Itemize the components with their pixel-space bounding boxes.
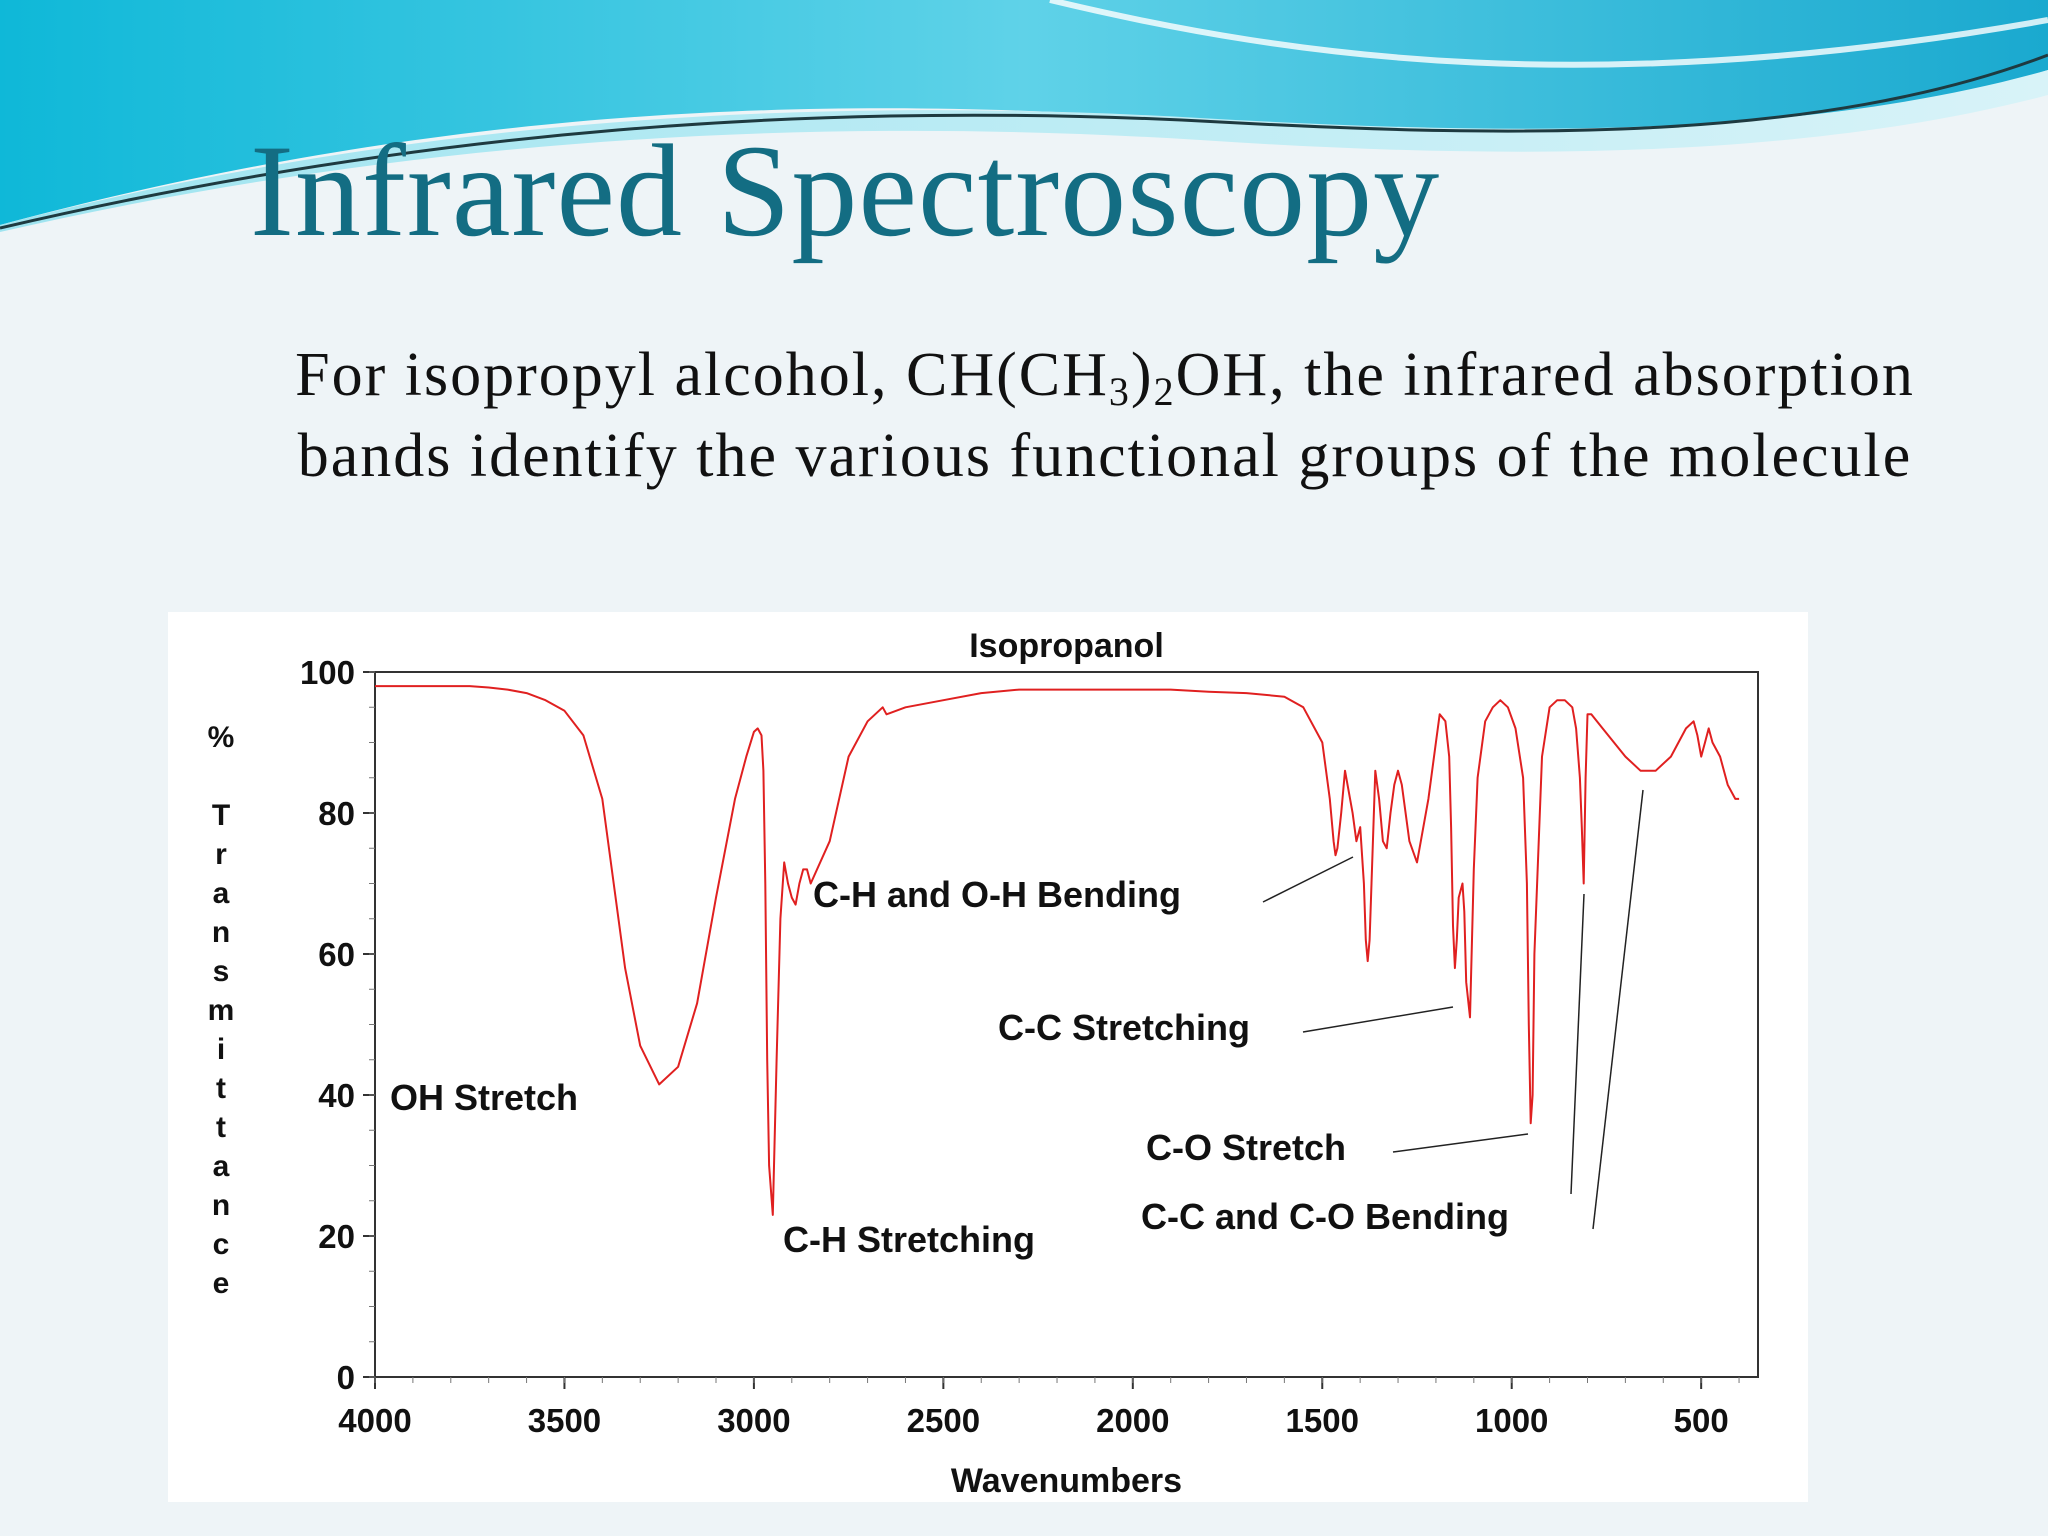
annotation-leader-line bbox=[1392, 1133, 1529, 1153]
annotation-leader-line bbox=[1302, 1006, 1454, 1033]
y-axis-title-letter: T bbox=[212, 799, 230, 832]
y-tick-label: 80 bbox=[318, 795, 355, 832]
y-axis-title-letter: a bbox=[213, 1150, 230, 1183]
y-tick-label: 20 bbox=[318, 1218, 355, 1255]
subtitle-text-3: OH, the infrared absorption bands identi… bbox=[297, 341, 1915, 490]
spectrum-chart-panel: Isopropanol 0 20 40 60 80 100 4000 3500 3000 2500 2… bbox=[168, 612, 1808, 1502]
annotation-leader-line bbox=[1570, 893, 1585, 1195]
y-axis-title-letter: i bbox=[217, 1033, 225, 1066]
slide-title: Infrared Spectroscopy bbox=[250, 117, 1441, 264]
spectrum-line-0 bbox=[375, 685, 1740, 1216]
annotation-label: C-H Stretching bbox=[783, 1219, 1035, 1260]
ir-spectrum-chart: Isopropanol 0 20 40 60 80 100 4000 3500 3000 2500 2… bbox=[208, 627, 1759, 1500]
plot-frame bbox=[374, 671, 1759, 1378]
annotation-label: C-O Stretch bbox=[1146, 1127, 1346, 1168]
decorative-wave-header bbox=[0, 0, 2048, 232]
y-axis-title-letter: s bbox=[213, 955, 230, 988]
subtitle-text-1: For isopropyl alcohol, CH(CH bbox=[295, 341, 1109, 409]
x-tick-label: 1500 bbox=[1286, 1402, 1359, 1439]
slide-subtitle: For isopropyl alcohol, CH(CH3)2OH, the i… bbox=[230, 335, 1980, 497]
y-axis-title-letter: n bbox=[212, 1189, 230, 1222]
y-tick-label: 60 bbox=[318, 936, 355, 973]
x-tick-label: 2000 bbox=[1096, 1402, 1169, 1439]
y-tick-label: 100 bbox=[300, 654, 355, 691]
y-axis-title-letter: t bbox=[216, 1111, 226, 1144]
x-tick-label: 2500 bbox=[907, 1402, 980, 1439]
annotation-leader-line bbox=[1592, 789, 1644, 1230]
y-axis-title-letter: e bbox=[213, 1267, 230, 1300]
y-axis-title-letter: m bbox=[208, 994, 235, 1027]
subtitle-subscript-1: 3 bbox=[1108, 369, 1131, 414]
annotation-leader-line bbox=[1262, 856, 1354, 903]
subtitle-subscript-2: 2 bbox=[1153, 369, 1176, 414]
x-tick-label: 500 bbox=[1674, 1402, 1729, 1439]
x-tick-label: 4000 bbox=[338, 1402, 411, 1439]
y-axis-title-letter: % bbox=[208, 721, 235, 754]
y-axis-title-letter: c bbox=[213, 1228, 230, 1261]
annotation-label: C-C Stretching bbox=[998, 1007, 1250, 1048]
x-axis-title: Wavenumbers bbox=[951, 1462, 1182, 1500]
annotation-label: OH Stretch bbox=[390, 1077, 578, 1118]
chart-title: Isopropanol bbox=[969, 627, 1164, 665]
y-tick-label: 40 bbox=[318, 1077, 355, 1114]
annotation-label: C-H and O-H Bending bbox=[813, 874, 1181, 915]
y-tick-label: 0 bbox=[337, 1359, 355, 1396]
subtitle-text-2: ) bbox=[1130, 341, 1154, 409]
y-axis-title-letter: n bbox=[212, 916, 230, 949]
x-tick-label: 3000 bbox=[717, 1402, 790, 1439]
y-axis-title-letter: r bbox=[215, 838, 227, 871]
y-axis-title-letter: t bbox=[216, 1072, 226, 1105]
x-tick-label: 3500 bbox=[528, 1402, 601, 1439]
x-tick-label: 1000 bbox=[1475, 1402, 1548, 1439]
y-axis-title-letter: a bbox=[213, 877, 230, 910]
annotation-label: C-C and C-O Bending bbox=[1141, 1196, 1509, 1237]
